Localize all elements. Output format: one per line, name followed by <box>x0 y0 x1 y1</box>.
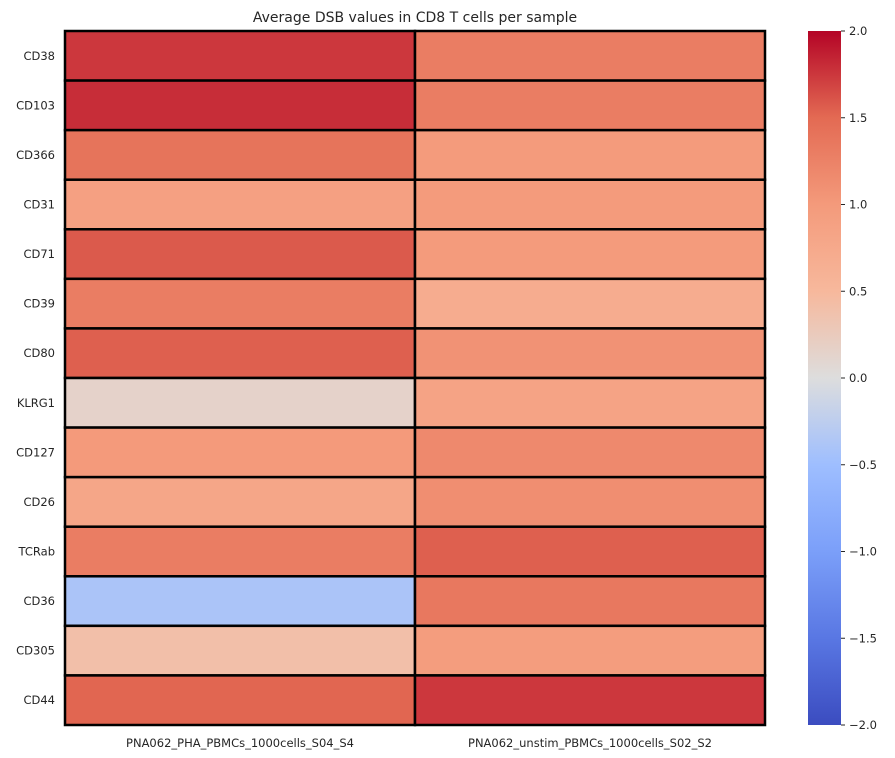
colorbar-tick-label: 0.5 <box>849 284 867 298</box>
colorbar-ticks: 2.0 1.5 1.0 0.5 0.0 −0.5 −1.0 −1.5 −2.0 <box>841 24 877 732</box>
row-label: KLRG1 <box>17 396 55 410</box>
row-label: TCRab <box>18 545 55 559</box>
row-label: CD305 <box>16 644 55 658</box>
heatmap-cell <box>413 376 767 429</box>
colorbar-tick-label: 1.5 <box>849 111 867 125</box>
row-label: CD44 <box>23 693 55 707</box>
heatmap-cell <box>63 178 417 231</box>
heatmap-cell <box>413 575 767 628</box>
colorbar <box>808 31 841 725</box>
row-label: CD366 <box>16 148 55 162</box>
heatmap-cells <box>63 29 767 727</box>
row-label: CD39 <box>23 297 55 311</box>
row-label: CD103 <box>16 98 55 112</box>
colorbar-tick-label: −2.0 <box>849 718 877 732</box>
row-label: CD26 <box>23 495 55 509</box>
row-labels: CD38 CD103 CD366 CD31 CD71 CD39 CD80 KLRG1 CD127… <box>16 49 55 707</box>
heatmap-cell <box>413 178 767 231</box>
heatmap-cell <box>63 128 417 181</box>
row-label: CD36 <box>23 594 55 608</box>
row-label: CD80 <box>23 346 55 360</box>
heatmap-cell <box>63 624 417 677</box>
row-label: CD71 <box>23 247 55 261</box>
heatmap-cell <box>413 228 767 281</box>
heatmap-cell <box>413 426 767 479</box>
row-label: CD31 <box>23 198 55 212</box>
row-label: CD127 <box>16 445 55 459</box>
heatmap-cell <box>63 475 417 528</box>
heatmap-cell <box>413 128 767 181</box>
heatmap-cell <box>63 525 417 578</box>
heatmap-cell <box>63 79 417 132</box>
heatmap-cell <box>63 29 417 82</box>
heatmap-cell <box>63 277 417 330</box>
chart-title: Average DSB values in CD8 T cells per sa… <box>253 10 577 26</box>
heatmap-cell <box>63 575 417 628</box>
column-label: PNA062_unstim_PBMCs_1000cells_S02_S2 <box>468 736 712 750</box>
heatmap-cell <box>63 327 417 380</box>
heatmap-cell <box>413 475 767 528</box>
heatmap-cell <box>413 277 767 330</box>
colorbar-tick-label: 0.0 <box>849 371 867 385</box>
heatmap-cell <box>413 624 767 677</box>
heatmap-cell <box>413 525 767 578</box>
heatmap-cell <box>63 376 417 429</box>
heatmap-cell <box>413 29 767 82</box>
heatmap-cell <box>63 674 417 727</box>
colorbar-tick-label: −1.5 <box>849 631 877 645</box>
heatmap-cell <box>413 674 767 727</box>
column-labels: PNA062_PHA_PBMCs_1000cells_S04_S4 PNA062_… <box>126 736 712 750</box>
colorbar-tick-label: 2.0 <box>849 24 867 38</box>
heatmap-cell <box>413 79 767 132</box>
heatmap-cell <box>413 327 767 380</box>
row-label: CD38 <box>23 49 55 63</box>
colorbar-tick-label: −0.5 <box>849 458 877 472</box>
colorbar-tick-label: 1.0 <box>849 198 867 212</box>
column-label: PNA062_PHA_PBMCs_1000cells_S04_S4 <box>126 736 354 750</box>
heatmap-cell <box>63 426 417 479</box>
colorbar-tick-label: −1.0 <box>849 545 877 559</box>
heatmap-cell <box>63 228 417 281</box>
